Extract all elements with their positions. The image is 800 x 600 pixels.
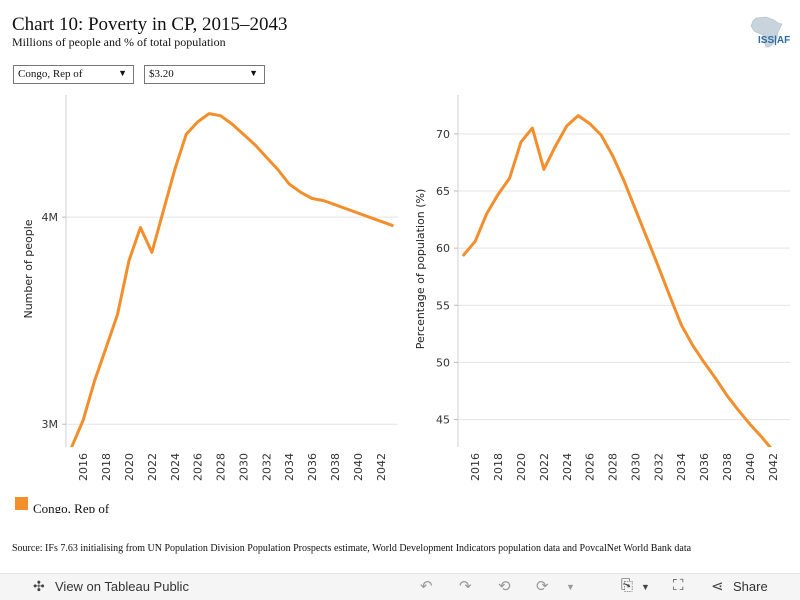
x-tick-label: 2022: [146, 453, 159, 481]
x-tick-label: 2030: [629, 453, 642, 481]
logo-text: ISS|AF: [758, 35, 790, 46]
x-tick-label: 2042: [375, 453, 388, 481]
x-tick-label: 2030: [237, 453, 250, 481]
chevron-down-icon: ▼: [249, 68, 258, 78]
x-tick-label: 2038: [721, 453, 734, 481]
y-tick-label: 3M: [42, 418, 59, 431]
share-button[interactable]: Share: [733, 579, 768, 594]
x-tick-label: 2034: [283, 453, 296, 481]
chevron-down-icon[interactable]: ▼: [641, 582, 650, 592]
y-tick-label: 4M: [42, 211, 59, 224]
x-tick-label: 2024: [561, 453, 574, 481]
chevron-down-icon[interactable]: ▼: [566, 582, 575, 592]
x-tick-label: 2032: [260, 453, 273, 481]
x-tick-label: 2016: [77, 453, 90, 481]
x-tick-label: 2032: [652, 453, 665, 481]
x-tick-label: 2018: [100, 453, 113, 481]
x-tick-label: 2026: [192, 453, 205, 481]
chart-subtitle: Millions of people and % of total popula…: [12, 35, 226, 49]
view-on-tableau-link[interactable]: View on Tableau Public: [55, 579, 189, 594]
country-dropdown-value: Congo, Rep of: [18, 68, 83, 80]
y-tick-label: 70: [436, 128, 450, 141]
tableau-toolbar: ✣ View on Tableau Public ↶ ↷ ⟲ ⟳ ▼ ⎘ ▼ ⛶…: [0, 573, 800, 600]
y-axis-title: Percentage of population (%): [414, 189, 427, 350]
tableau-logo-icon: ✣: [33, 578, 45, 594]
legend-swatch: [15, 497, 28, 510]
x-tick-label: 2036: [698, 453, 711, 481]
issafrica-logo[interactable]: ISS|AF: [742, 14, 790, 54]
country-dropdown[interactable]: Congo, Rep of ▼: [13, 65, 134, 84]
y-axis-title: Number of people: [22, 219, 35, 318]
x-tick-label: 2020: [123, 453, 136, 481]
x-tick-label: 2022: [538, 453, 551, 481]
x-tick-label: 2042: [767, 453, 780, 481]
chart-title: Chart 10: Poverty in CP, 2015–2043: [12, 14, 288, 35]
undo-icon[interactable]: ↶: [420, 578, 433, 595]
chart-area: 3M 4M 2016 2018 2020 2022 2024 2026 2028 2030 2032…: [22, 95, 790, 481]
series-line: [70, 112, 394, 447]
x-tick-label: 2028: [215, 453, 228, 481]
x-tick-label: 2040: [744, 453, 757, 481]
y-tick-label: 60: [436, 242, 450, 255]
x-tick-label: 2034: [675, 453, 688, 481]
y-tick-label: 45: [436, 414, 450, 427]
x-tick-label: 2038: [329, 453, 342, 481]
y-tick-label: 65: [436, 185, 450, 198]
y-tick-label: 55: [436, 299, 450, 312]
x-tick-label: 2036: [306, 453, 319, 481]
x-tick-label: 2040: [352, 453, 365, 481]
x-tick-label: 2026: [584, 453, 597, 481]
redo-icon[interactable]: ↷: [459, 578, 472, 595]
refresh-icon[interactable]: ⟳: [536, 578, 549, 595]
poverty-line-dropdown[interactable]: $3.20 ▼: [144, 65, 265, 84]
x-tick-label: 2018: [492, 453, 505, 481]
fullscreen-icon[interactable]: ⛶: [673, 577, 684, 594]
x-tick-label: 2020: [515, 453, 528, 481]
chevron-down-icon: ▼: [118, 68, 127, 78]
series-line: [462, 114, 772, 447]
share-icon[interactable]: ⋖: [711, 578, 724, 595]
download-icon[interactable]: ⎘: [621, 577, 634, 594]
poverty-line-dropdown-value: $3.20: [149, 68, 174, 80]
revert-icon[interactable]: ⟲: [498, 578, 511, 595]
x-tick-label: 2028: [607, 453, 620, 481]
x-tick-label: 2016: [469, 453, 482, 481]
y-tick-label: 50: [436, 356, 450, 369]
x-tick-label: 2024: [169, 453, 182, 481]
source-note: Source: IFs 7.63 initialising from UN Po…: [12, 543, 692, 554]
legend-label: Congo, Rep of: [33, 501, 110, 513]
